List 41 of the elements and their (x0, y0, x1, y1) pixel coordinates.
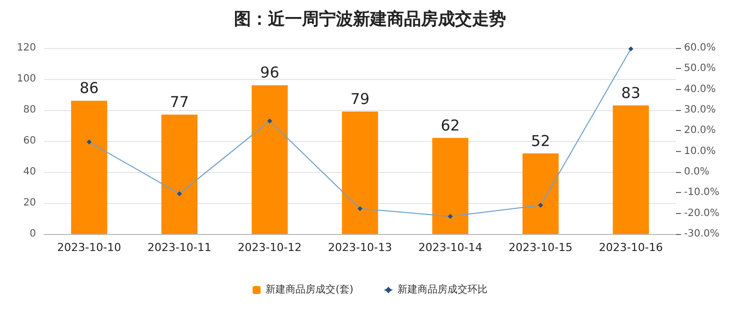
x-tick-label: 2023-10-15 (508, 241, 573, 254)
x-tick-label: 2023-10-14 (418, 241, 482, 254)
bar (252, 85, 288, 234)
y2-tick-label: -10.0% (684, 187, 720, 198)
data-label: 79 (350, 90, 370, 108)
y2-tick-label: -20.0% (684, 208, 720, 219)
legend-label: 新建商品房成交(套) (266, 284, 354, 296)
y2-tick-label: 50.0% (684, 63, 716, 74)
y-tick-label: 60 (23, 136, 36, 146)
y2-tick-label: 10.0% (684, 146, 716, 157)
y-tick-label: 20 (23, 198, 36, 208)
bar (342, 112, 378, 234)
bar (612, 105, 649, 234)
data-label: 52 (531, 132, 550, 150)
bar (432, 138, 468, 234)
y2-tick-label: 20.0% (684, 125, 716, 136)
data-label: 83 (621, 84, 640, 102)
x-tick-label: 2023-10-16 (598, 241, 663, 254)
x-tick-label: 2023-10-13 (328, 241, 392, 254)
bar (522, 153, 559, 234)
chart-title: 图：近一周宁波新建商品房成交走势 (234, 10, 506, 30)
y2-tick-label: -30.0% (684, 228, 720, 240)
data-label: 96 (260, 64, 280, 82)
data-label: 86 (80, 79, 99, 98)
y2-tick-label: 0.0% (684, 166, 710, 178)
bar (161, 114, 198, 234)
data-label: 62 (440, 116, 460, 134)
y2-tick-label: 40.0% (684, 84, 716, 95)
y2-tick-label: 60.0% (684, 42, 716, 54)
data-label: 77 (170, 93, 189, 112)
y-tick-label: 0 (30, 228, 36, 240)
y-tick-label: 40 (23, 166, 36, 178)
x-tick-label: 2023-10-10 (57, 241, 122, 254)
legend-label: 新建商品房成交环比 (397, 284, 488, 296)
y-tick-label: 120 (16, 42, 36, 54)
y-tick-label: 80 (23, 104, 36, 116)
x-tick-label: 2023-10-12 (238, 241, 302, 254)
bar (71, 100, 108, 234)
y-tick-label: 100 (16, 74, 36, 84)
x-tick-label: 2023-10-11 (147, 241, 212, 254)
y2-tick-label: 30.0% (684, 104, 716, 116)
